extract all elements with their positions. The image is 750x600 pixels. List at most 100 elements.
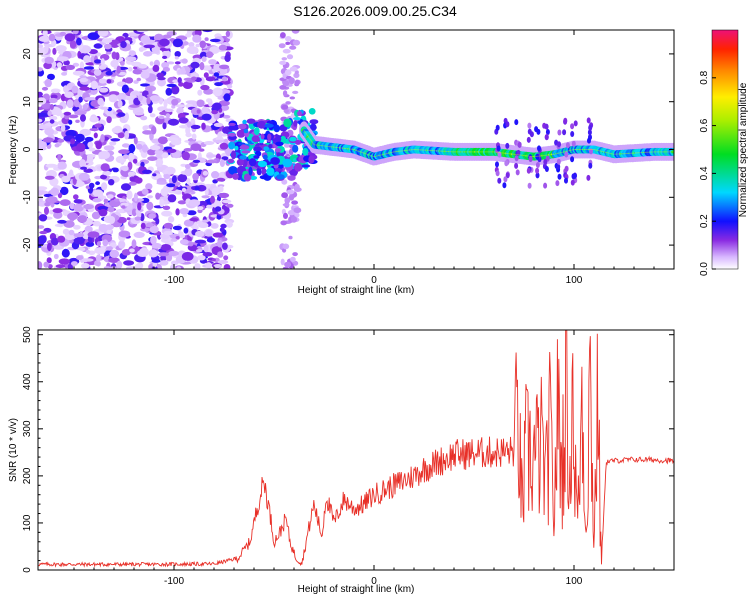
heatmap-cell — [128, 98, 134, 106]
heatmap-cell — [195, 230, 205, 238]
heatmap-cell — [232, 173, 239, 180]
heatmap-cell — [77, 215, 87, 223]
heatmap-cell — [47, 242, 52, 252]
heatmap-cell — [171, 98, 179, 106]
heatmap-cell — [248, 166, 253, 176]
heatmap-cell — [181, 251, 194, 261]
heatmap-cell — [308, 155, 315, 164]
heatmap-cell — [158, 252, 170, 257]
heatmap-cell — [201, 122, 206, 130]
heatmap-cell — [222, 114, 231, 119]
heatmap-cell — [44, 56, 54, 64]
heatmap-cell — [97, 97, 104, 106]
heatmap-cell — [279, 85, 287, 90]
colorbar: 0.0 0.2 0.4 0.6 0.8 Normalized spectral ampl… — [699, 29, 749, 276]
snr-series-line — [38, 330, 674, 568]
heatmap-cell — [118, 71, 127, 76]
heatmap-cell — [165, 87, 173, 96]
heatmap-cell — [38, 235, 47, 244]
heatmap-cell — [73, 224, 81, 230]
heatmap-cell — [94, 247, 106, 255]
heatmap-cell — [292, 252, 298, 257]
heatmap-cell — [495, 124, 500, 131]
heatmap-cell — [38, 186, 48, 191]
heatmap-cell — [273, 124, 281, 133]
heatmap-cell — [106, 246, 113, 251]
heatmap-cell — [175, 191, 182, 195]
heatmap-cell — [205, 98, 212, 103]
heatmap-cell — [289, 66, 298, 72]
heatmap-cell — [201, 113, 212, 121]
heatmap-cell — [292, 158, 297, 163]
heatmap-cell — [209, 38, 221, 43]
heatmap-cell — [156, 181, 168, 185]
colorbar-tick-label: 0.6 — [699, 118, 710, 132]
heatmap-cell — [133, 192, 138, 202]
heatmap-cell — [223, 264, 231, 269]
heatmap-cell — [545, 129, 550, 135]
heatmap-cell — [570, 131, 575, 137]
heatmap-cell — [106, 79, 112, 84]
heatmap-cell — [134, 177, 143, 184]
heatmap-cell — [292, 39, 301, 46]
heatmap-cell — [309, 119, 319, 125]
heatmap-cell — [128, 181, 137, 186]
heatmap-cell — [168, 250, 180, 257]
heatmap-cell — [288, 235, 293, 240]
heatmap-cell — [181, 187, 187, 192]
heatmap-cell — [514, 155, 519, 162]
heatmap-cell — [121, 205, 126, 209]
heatmap-cell — [43, 261, 49, 268]
heatmap-cell — [205, 160, 218, 164]
heatmap-cell — [157, 136, 168, 145]
heatmap-cell — [225, 30, 231, 37]
heatmap-cell — [152, 64, 160, 72]
heatmap-cell — [166, 83, 177, 88]
spectrogram-ylabel: Frequency (Hz) — [8, 116, 19, 185]
heatmap-cell — [161, 61, 170, 69]
heatmap-cell — [152, 173, 157, 177]
heatmap-cell — [131, 239, 137, 249]
heatmap-cell — [287, 175, 296, 181]
heatmap-cell — [105, 70, 113, 76]
heatmap-cell — [167, 194, 177, 203]
heatmap-cell — [206, 51, 214, 58]
heatmap-cell — [69, 40, 77, 49]
heatmap-cell — [202, 252, 213, 257]
heatmap-cell — [570, 123, 575, 130]
heatmap-cell — [203, 244, 209, 253]
y-tick-label: 400 — [22, 373, 33, 390]
heatmap-cell — [110, 138, 121, 142]
heatmap-cell — [217, 131, 223, 139]
heatmap-cell — [171, 85, 180, 95]
heatmap-cell — [128, 143, 136, 153]
heatmap-cell — [136, 143, 143, 150]
heatmap-cell — [291, 30, 300, 34]
heatmap-cell — [44, 78, 52, 88]
heatmap-cell — [140, 70, 150, 79]
heatmap-cell — [148, 87, 153, 96]
heatmap-cell — [87, 141, 94, 148]
heatmap-cell — [497, 177, 502, 184]
heatmap-cell — [106, 116, 112, 124]
colorbar-tick-label: 0.0 — [699, 262, 710, 276]
heatmap-cell — [146, 222, 154, 228]
heatmap-cell — [137, 202, 142, 211]
heatmap-cell — [127, 161, 133, 171]
heatmap-cell — [253, 146, 262, 152]
heatmap-cell — [243, 128, 249, 134]
heatmap-cell — [517, 141, 522, 148]
heatmap-cell — [159, 198, 165, 208]
heatmap-cell — [57, 235, 66, 243]
heatmap-cell — [182, 81, 193, 89]
heatmap-cell — [535, 167, 540, 174]
heatmap-cell — [228, 166, 238, 175]
heatmap-cell — [544, 134, 549, 141]
heatmap-cell — [224, 54, 231, 62]
heatmap-cell — [79, 77, 89, 83]
heatmap-cell — [286, 189, 295, 195]
heatmap-cell — [46, 257, 52, 264]
heatmap-cell — [124, 130, 130, 140]
heatmap-cell — [53, 211, 63, 219]
heatmap-cell — [172, 38, 183, 48]
